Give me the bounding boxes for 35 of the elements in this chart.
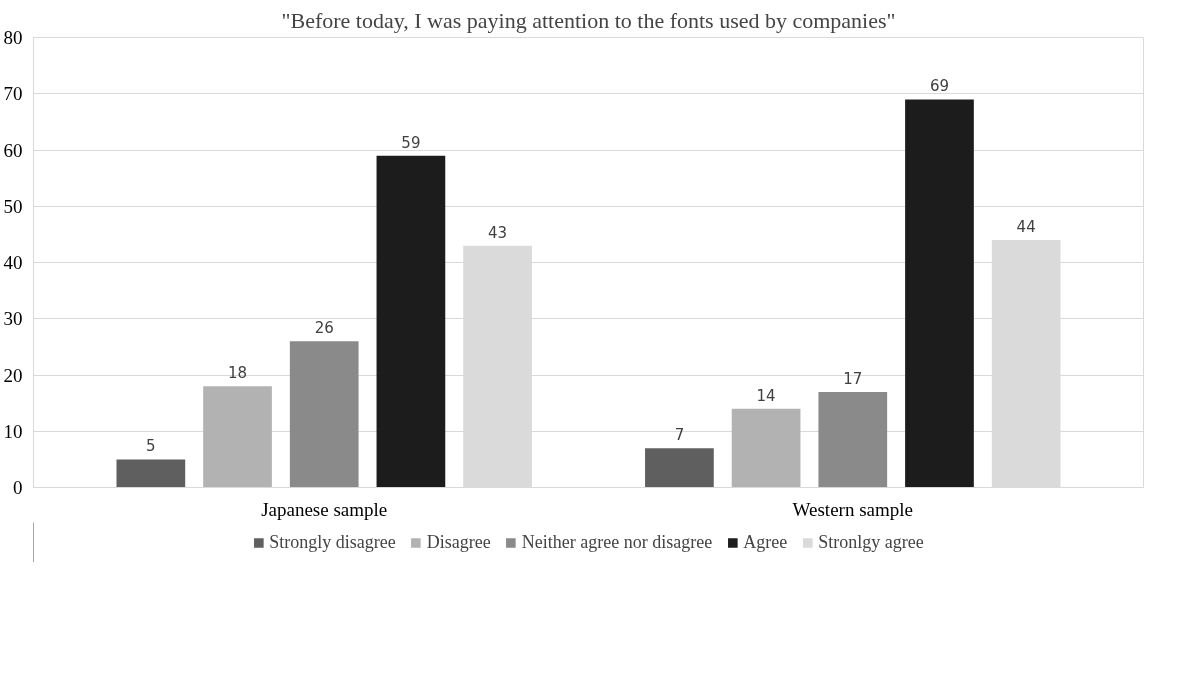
y-tick-label: 10	[3, 420, 23, 442]
data-label: 18	[227, 364, 248, 383]
data-label: 43	[488, 223, 508, 242]
y-tick-label: 0	[13, 477, 23, 498]
data-label: 14	[756, 386, 776, 405]
legend-label: Stronlgy agree	[818, 531, 924, 553]
bar	[905, 99, 974, 488]
bar	[203, 386, 272, 488]
bar	[116, 459, 186, 488]
legend-label: Strongly disagree	[269, 531, 396, 553]
legend-label: Agree	[743, 531, 788, 553]
y-tick-label: 50	[3, 195, 23, 217]
bar	[289, 341, 359, 488]
legend-label: Neither agree nor disagree	[521, 531, 713, 553]
chart-title: "Before today, I was paying attention to the fonts used by companies"	[281, 7, 896, 33]
x-tick-label: Japanese sample	[261, 498, 388, 520]
data-label: 44	[1016, 218, 1036, 236]
y-tick-label: 70	[3, 83, 23, 105]
x-tick-label: Western sample	[792, 498, 913, 520]
y-tick-label: 60	[3, 139, 23, 161]
data-label: 7	[674, 426, 685, 445]
data-label: 59	[401, 133, 421, 152]
bar	[376, 155, 446, 488]
legend-label: Disagree	[426, 531, 491, 553]
data-label: 69	[929, 77, 950, 96]
data-label: 17	[843, 369, 863, 388]
data-label: 26	[314, 319, 334, 338]
bar	[731, 408, 801, 488]
y-tick-label: 80	[3, 27, 23, 48]
bar	[818, 391, 888, 488]
y-tick-label: 40	[3, 252, 23, 273]
bar	[645, 448, 714, 488]
y-tick-label: 30	[3, 308, 23, 330]
y-tick-label: 20	[3, 364, 23, 386]
data-label: 5	[146, 437, 156, 456]
